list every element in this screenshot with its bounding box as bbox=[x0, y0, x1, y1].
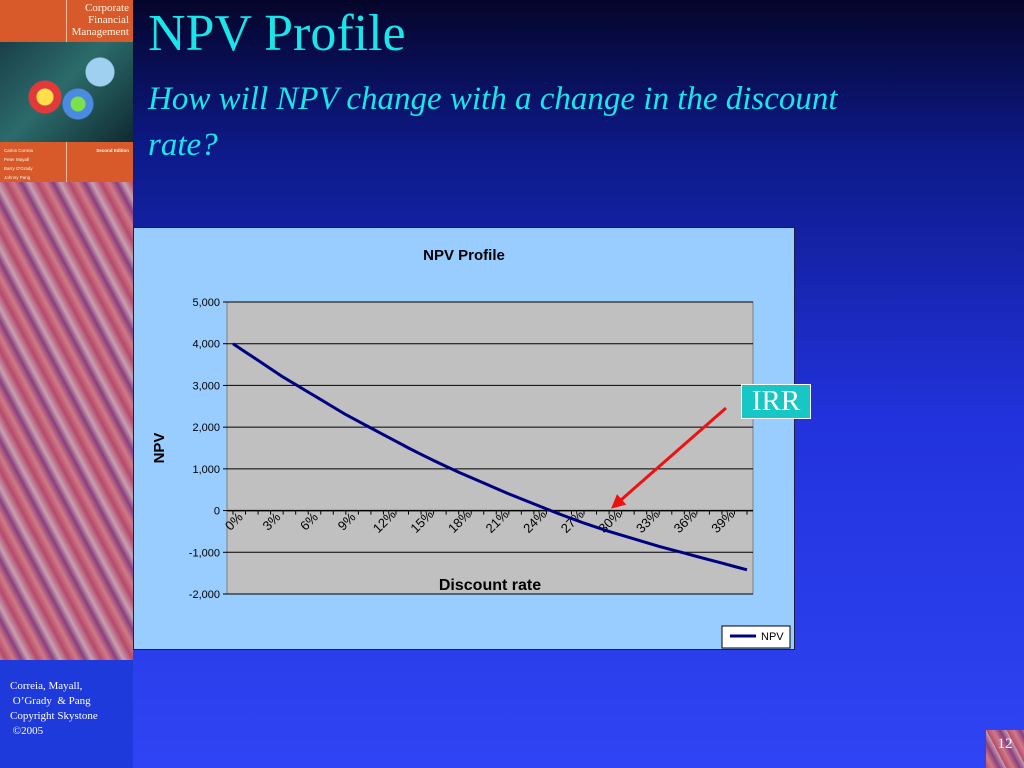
y-axis-label: NPV bbox=[151, 433, 168, 464]
y-tick-label: 4,000 bbox=[192, 339, 220, 351]
author-name: Barry O'Grady bbox=[4, 166, 33, 171]
slide-number-text: 12 bbox=[997, 736, 1013, 752]
y-tick-label: -1,000 bbox=[189, 547, 220, 559]
y-tick-label: 3,000 bbox=[192, 380, 220, 392]
book-title-line: Corporate bbox=[85, 2, 129, 14]
copyright-note: Correia, Mayall, O’Grady & Pang Copyrigh… bbox=[10, 679, 130, 739]
chart-title: NPV Profile bbox=[423, 247, 505, 264]
copyright-line: Correia, Mayall, bbox=[10, 680, 83, 692]
npv-series-line bbox=[232, 342, 748, 572]
copyright-line: ©2005 bbox=[10, 725, 44, 737]
y-tick-label: 1,000 bbox=[192, 464, 220, 476]
npv-chart: 5,000 4,000 3,000 2,000 1,000 0 -1,000 -2,000 0%… bbox=[133, 227, 795, 650]
slide-title: NPV Profile bbox=[148, 5, 406, 62]
irr-callout: IRR bbox=[741, 384, 811, 419]
cover-rule bbox=[66, 142, 67, 182]
slide-subtitle: How will NPV change with a change in the… bbox=[148, 81, 838, 163]
copyright-line: O’Grady & Pang bbox=[10, 695, 91, 707]
author-name: Carlos Correia bbox=[4, 148, 34, 153]
book-title-line: Financial bbox=[88, 14, 129, 26]
sidebar-decoration: Corporate Financial Management Carlos Co… bbox=[0, 0, 133, 768]
cover-rule bbox=[66, 0, 67, 42]
author-name: Peter Mayall bbox=[4, 157, 30, 162]
slide-number: 12 bbox=[986, 730, 1024, 768]
legend-label: NPV bbox=[761, 631, 784, 643]
author-name: Johnny Pang bbox=[4, 175, 31, 180]
book-authors: Carlos Correia Peter Mayall Barry O'Grad… bbox=[4, 146, 33, 182]
book-cover-header: Corporate Financial Management bbox=[0, 0, 133, 42]
book-edition: Second Edition bbox=[96, 148, 129, 153]
y-tick-label: 2,000 bbox=[192, 422, 220, 434]
copyright-line: Copyright Skystone bbox=[10, 710, 98, 722]
book-title-line: Management bbox=[71, 26, 129, 38]
book-cover-art bbox=[0, 42, 133, 142]
y-tick-label: 5,000 bbox=[192, 297, 220, 309]
book-authors-panel: Carlos Correia Peter Mayall Barry O'Grad… bbox=[0, 142, 133, 182]
y-tick-label: -2,000 bbox=[189, 589, 220, 601]
x-axis-label: Discount rate bbox=[439, 577, 541, 594]
book-title: Corporate Financial Management bbox=[59, 2, 129, 38]
y-tick-label: 0 bbox=[214, 506, 220, 518]
npv-chart-svg: 5,0004,0003,0002,0001,0000-1,000-2,0000%… bbox=[151, 247, 791, 649]
sidebar-footer bbox=[0, 660, 133, 768]
